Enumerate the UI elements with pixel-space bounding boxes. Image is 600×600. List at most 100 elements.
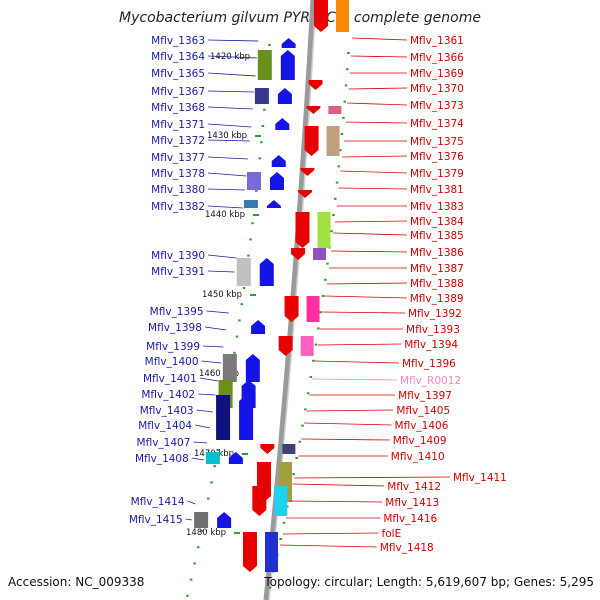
reverse-gene-arrow <box>295 212 310 248</box>
right-gene-label: Mflv_R0012 <box>400 375 461 387</box>
forward-gene-arrow <box>245 354 260 382</box>
leader-line <box>311 378 397 381</box>
left-gene-label: Mflv_1377 <box>151 152 205 164</box>
forward-gene-arrow <box>259 258 274 286</box>
left-gene-label: Mflv_1401 <box>143 373 197 385</box>
tick-mark <box>255 189 258 192</box>
leader-line <box>191 457 205 461</box>
gene-block <box>216 395 231 440</box>
left-gene-label: Mflv_1415 <box>129 514 183 526</box>
forward-gene-arrow <box>239 395 254 440</box>
left-gene-label: Mflv_1408 <box>135 453 189 465</box>
leader-line <box>207 156 249 160</box>
right-gene-label: Mflv_1379 <box>410 168 464 180</box>
reverse-gene-arrow <box>260 444 275 454</box>
kbp-label: 1450 kbp <box>202 290 242 300</box>
tick-mark <box>216 449 219 451</box>
right-gene-label: Mflv_1381 <box>410 184 464 196</box>
leader-line <box>352 37 408 41</box>
reverse-gene-arrow <box>314 0 328 32</box>
leader-line <box>193 441 208 444</box>
leader-line <box>207 139 250 142</box>
leader-line <box>196 409 213 413</box>
kbp-label: 1430 kbp <box>207 131 247 141</box>
tick-mark <box>321 295 325 297</box>
reverse-gene-arrow <box>278 336 293 356</box>
left-gene-label: Mflv_1372 <box>151 135 205 147</box>
tick-mark <box>326 262 329 265</box>
right-gene-label: Mflv_1386 <box>410 247 464 259</box>
tick-mark <box>238 319 241 322</box>
gene-block <box>243 200 258 208</box>
right-gene-label: Mflv_1385 <box>410 230 464 242</box>
tick-mark <box>344 84 348 87</box>
left-gene-label: Mflv_1390 <box>151 250 205 262</box>
leader-line <box>342 155 408 158</box>
reverse-gene-arrow <box>298 190 313 198</box>
leader-line <box>185 518 192 521</box>
left-gene-label: Mflv_1414 <box>131 496 185 508</box>
left-gene-label: Mflv_1398 <box>148 322 202 334</box>
leader-line <box>294 476 451 479</box>
tick-mark <box>295 457 298 459</box>
leader-line <box>201 360 222 364</box>
left-gene-label: Mflv_1371 <box>151 119 205 131</box>
kbp-tick <box>250 294 256 296</box>
reverse-gene-arrow <box>304 126 319 156</box>
leader-line <box>195 424 211 429</box>
tick-mark <box>207 497 210 500</box>
tick-mark <box>258 157 262 160</box>
left-gene-label: Mflv_1380 <box>151 184 205 196</box>
gene-block <box>326 126 340 156</box>
leader-line <box>187 500 196 505</box>
tick-mark <box>324 278 327 281</box>
right-gene-label: Mflv_1411 <box>453 472 507 484</box>
tick-mark <box>317 327 320 330</box>
left-gene-label: Mflv_1395 <box>150 306 204 318</box>
right-gene-label: Mflv_1370 <box>410 83 464 95</box>
tick-mark <box>346 68 349 71</box>
right-gene-label: Mflv_1361 <box>410 35 464 47</box>
leader-line <box>207 270 235 273</box>
leader-line <box>198 393 216 396</box>
left-gene-label: Mflv_1378 <box>151 168 205 180</box>
gene-block <box>194 512 209 528</box>
leader-line <box>301 438 390 441</box>
reverse-gene-arrow <box>284 296 299 322</box>
tick-mark <box>330 230 333 233</box>
tick-mark <box>335 181 339 184</box>
right-gene-label: Mflv_1405 <box>396 405 450 417</box>
left-gene-label: Mflv_1404 <box>138 420 192 432</box>
left-gene-label: Mflv_1368 <box>151 102 205 114</box>
tick-mark <box>339 149 342 152</box>
tick-mark <box>249 238 252 241</box>
left-gene-label: Mflv_1364 <box>151 51 205 63</box>
gene-block <box>313 248 327 260</box>
gene-block <box>274 486 288 516</box>
forward-gene-arrow <box>251 320 266 334</box>
tick-mark <box>304 408 307 411</box>
gene-block <box>300 336 314 356</box>
right-gene-label: Mflv_1389 <box>410 293 464 305</box>
tick-mark <box>314 343 318 346</box>
tick-mark <box>242 287 246 289</box>
right-gene-label: Mflv_1406 <box>395 420 449 432</box>
tick-mark <box>306 392 310 395</box>
tick-mark <box>340 133 344 135</box>
gene-block <box>328 106 342 114</box>
leader-line <box>207 39 259 42</box>
right-gene-label: Mflv_1409 <box>393 435 447 447</box>
leader-line <box>338 187 408 190</box>
leader-line <box>348 87 408 90</box>
right-gene-label: Mflv_1397 <box>398 390 452 402</box>
right-gene-label: Mflv_1410 <box>391 451 445 463</box>
forward-gene-arrow <box>280 50 295 80</box>
left-gene-label: Mflv_1399 <box>146 341 200 353</box>
reverse-gene-arrow <box>306 106 321 114</box>
tick-mark <box>240 303 244 306</box>
tick-mark <box>233 351 236 354</box>
reverse-genes <box>242 0 349 572</box>
leader-line <box>207 55 258 59</box>
forward-gene-arrow <box>266 200 281 208</box>
tick-mark <box>319 311 323 314</box>
